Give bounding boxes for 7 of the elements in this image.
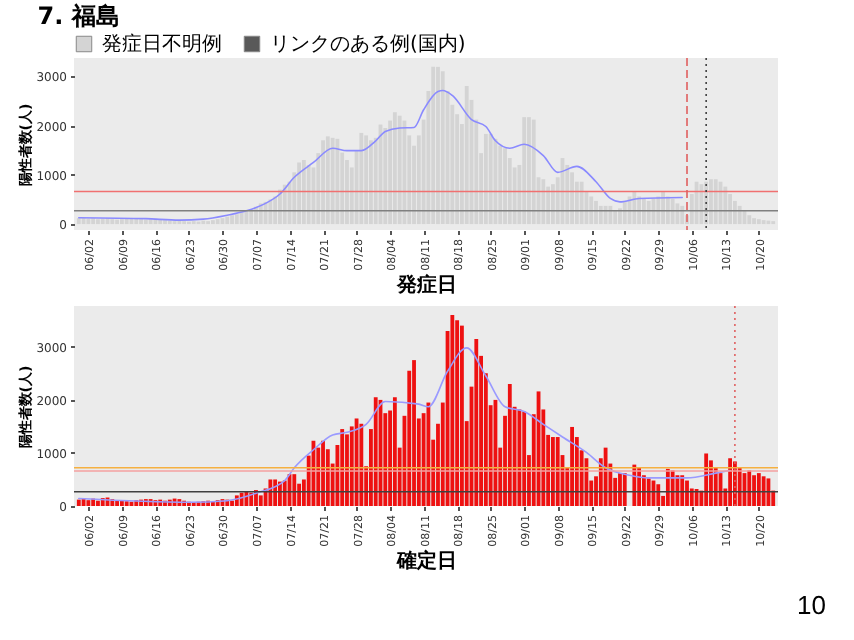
line-series bbox=[77, 89, 684, 221]
legend-label: リンクのある例(国内) bbox=[270, 32, 466, 56]
x-axis-title: 確定日 bbox=[395, 548, 457, 573]
text: 10 bbox=[797, 590, 826, 620]
chart-title: 7. 福島 bbox=[37, 2, 120, 30]
x-axis-title: 発症日 bbox=[395, 272, 457, 297]
legend-label: 発症日不明例 bbox=[102, 32, 222, 56]
